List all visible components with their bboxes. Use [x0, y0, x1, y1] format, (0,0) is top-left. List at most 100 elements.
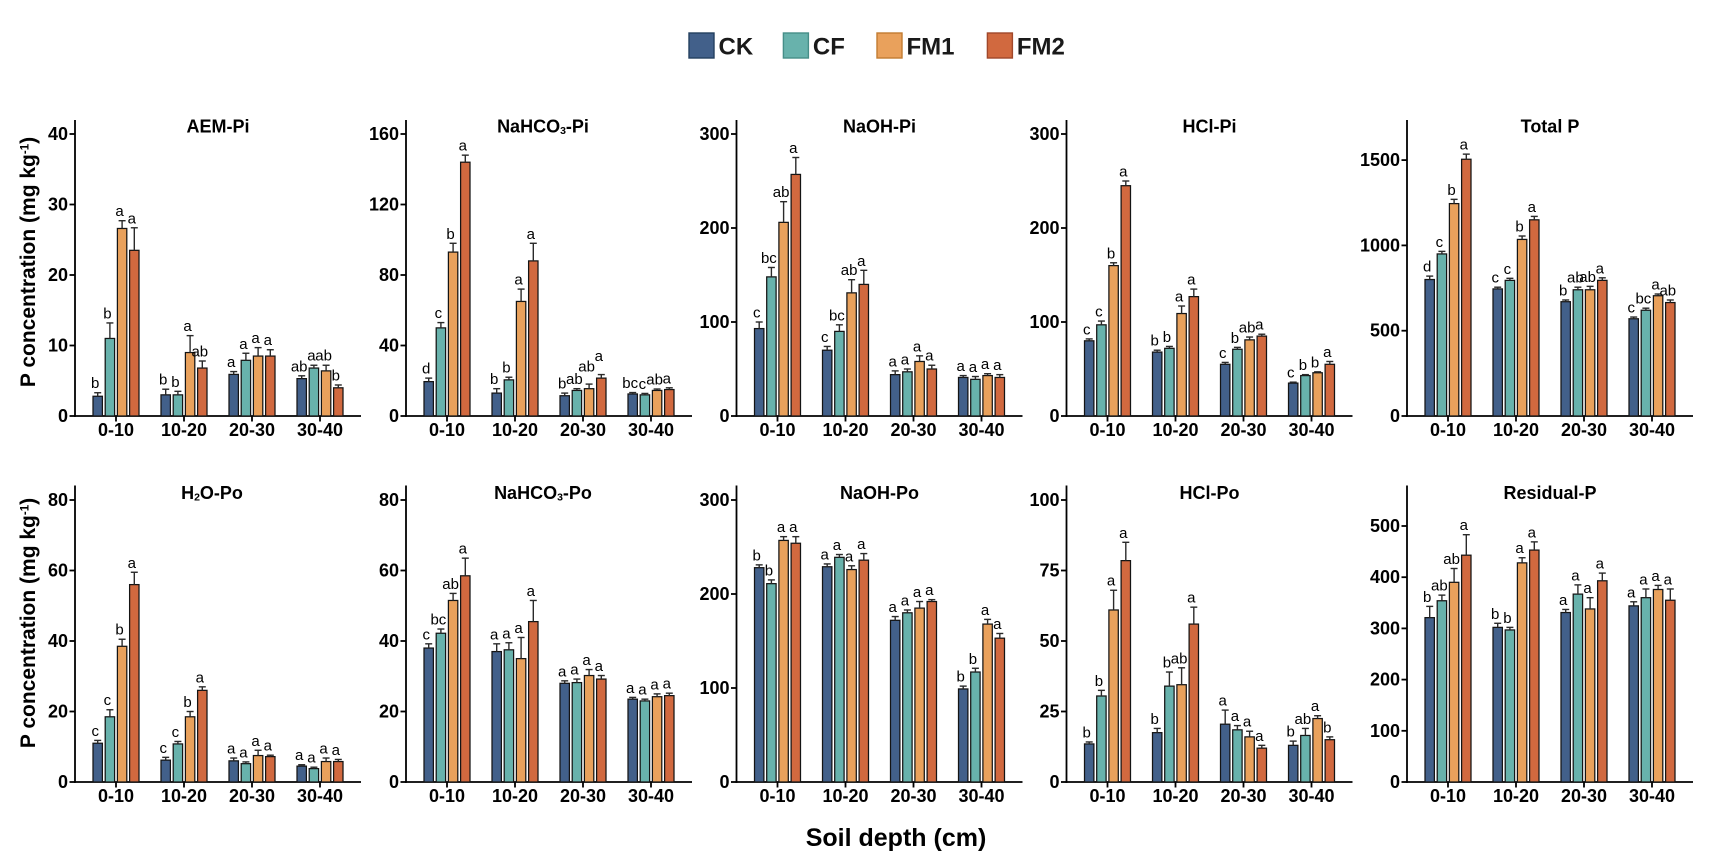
svg-text:a: a: [128, 555, 137, 572]
svg-text:a: a: [183, 318, 192, 335]
svg-text:a: a: [1119, 525, 1128, 542]
svg-text:a: a: [1311, 698, 1320, 715]
svg-text:0-10: 0-10: [1089, 786, 1125, 806]
svg-text:b: b: [490, 371, 498, 388]
svg-text:10-20: 10-20: [1152, 420, 1198, 440]
svg-text:a: a: [1528, 524, 1537, 541]
svg-text:a: a: [1187, 590, 1196, 607]
svg-text:500: 500: [1370, 321, 1400, 341]
svg-text:0-10: 0-10: [1430, 786, 1466, 806]
svg-text:P concentration (mg kg-1): P concentration (mg kg-1): [17, 498, 40, 748]
svg-text:b: b: [115, 622, 123, 639]
svg-text:b: b: [171, 374, 179, 391]
svg-text:300: 300: [1029, 124, 1059, 144]
svg-text:a: a: [264, 738, 273, 755]
svg-text:20-30: 20-30: [1220, 786, 1266, 806]
svg-text:a: a: [1651, 277, 1660, 294]
svg-text:20-30: 20-30: [229, 786, 275, 806]
svg-text:a: a: [1515, 540, 1524, 557]
svg-text:a: a: [981, 602, 990, 619]
svg-text:b: b: [969, 651, 977, 668]
svg-text:b: b: [558, 376, 566, 393]
svg-text:10: 10: [48, 336, 68, 356]
svg-text:b: b: [1151, 333, 1159, 350]
svg-text:ab: ab: [578, 359, 595, 376]
svg-text:c: c: [821, 329, 829, 346]
svg-text:a: a: [196, 669, 205, 686]
svg-text:ab: ab: [315, 348, 332, 365]
svg-text:a: a: [1639, 571, 1648, 588]
svg-text:0-10: 0-10: [1430, 420, 1466, 440]
svg-text:30-40: 30-40: [628, 786, 674, 806]
svg-text:0-10: 0-10: [429, 786, 465, 806]
svg-text:20-30: 20-30: [560, 786, 606, 806]
svg-text:100: 100: [699, 678, 729, 698]
svg-text:20-30: 20-30: [1561, 420, 1607, 440]
svg-text:a: a: [251, 733, 260, 750]
svg-text:20-30: 20-30: [890, 786, 936, 806]
svg-text:a: a: [1583, 580, 1592, 597]
svg-text:a: a: [307, 348, 316, 365]
svg-text:c: c: [753, 305, 761, 322]
svg-text:a: a: [901, 592, 910, 609]
svg-text:40: 40: [48, 631, 68, 651]
svg-text:a: a: [1664, 571, 1673, 588]
svg-text:a: a: [889, 599, 898, 616]
svg-text:b: b: [1423, 589, 1431, 606]
svg-text:b: b: [159, 372, 167, 389]
svg-text:0: 0: [1390, 772, 1400, 792]
svg-text:a: a: [650, 676, 659, 693]
svg-text:a: a: [1243, 714, 1252, 731]
svg-text:ab: ab: [1659, 282, 1676, 299]
svg-text:a: a: [527, 583, 536, 600]
svg-text:a: a: [1559, 592, 1568, 609]
svg-text:NaHCO3​-Po: NaHCO3​-Po: [494, 483, 592, 504]
svg-text:a: a: [1255, 317, 1264, 334]
svg-text:30: 30: [48, 195, 68, 215]
svg-text:0: 0: [389, 406, 399, 426]
svg-text:b: b: [183, 694, 191, 711]
svg-text:a: a: [1627, 584, 1636, 601]
svg-text:a: a: [128, 210, 137, 227]
svg-text:a: a: [789, 140, 798, 157]
svg-text:a: a: [925, 348, 934, 365]
svg-text:ab: ab: [841, 262, 858, 279]
svg-text:a: a: [319, 741, 328, 758]
svg-text:c: c: [1287, 365, 1295, 382]
svg-text:b: b: [332, 367, 340, 384]
svg-text:a: a: [295, 747, 304, 764]
svg-text:80: 80: [379, 265, 399, 285]
svg-text:a: a: [993, 357, 1002, 374]
svg-text:a: a: [1323, 344, 1332, 361]
svg-text:20: 20: [48, 702, 68, 722]
svg-text:a: a: [1219, 693, 1228, 710]
svg-text:b: b: [1311, 354, 1319, 371]
svg-text:a: a: [1119, 164, 1128, 181]
svg-text:ab: ab: [1171, 650, 1188, 667]
svg-text:100: 100: [1370, 721, 1400, 741]
svg-text:20-30: 20-30: [560, 420, 606, 440]
svg-text:a: a: [1175, 289, 1184, 306]
svg-text:a: a: [115, 203, 124, 220]
svg-text:Soil depth (cm): Soil depth (cm): [806, 824, 987, 852]
svg-text:30-40: 30-40: [958, 786, 1004, 806]
svg-text:300: 300: [699, 490, 729, 510]
svg-text:20-30: 20-30: [1220, 420, 1266, 440]
svg-text:0-10: 0-10: [759, 786, 795, 806]
svg-text:FM1: FM1: [907, 34, 955, 61]
svg-text:a: a: [1596, 556, 1605, 573]
svg-text:b: b: [1163, 329, 1171, 346]
svg-text:10-20: 10-20: [822, 420, 868, 440]
svg-text:40: 40: [48, 124, 68, 144]
svg-text:HCl-Pi: HCl-Pi: [1183, 117, 1237, 137]
svg-text:a: a: [595, 658, 604, 675]
svg-text:ab: ab: [1295, 711, 1312, 728]
svg-text:50: 50: [1039, 631, 1059, 651]
svg-text:a: a: [1107, 573, 1116, 590]
svg-text:80: 80: [48, 490, 68, 510]
svg-text:10-20: 10-20: [1152, 786, 1198, 806]
svg-text:a: a: [1651, 568, 1660, 585]
svg-text:ab: ab: [1239, 320, 1256, 337]
svg-text:a: a: [459, 541, 468, 558]
svg-text:a: a: [459, 138, 468, 155]
